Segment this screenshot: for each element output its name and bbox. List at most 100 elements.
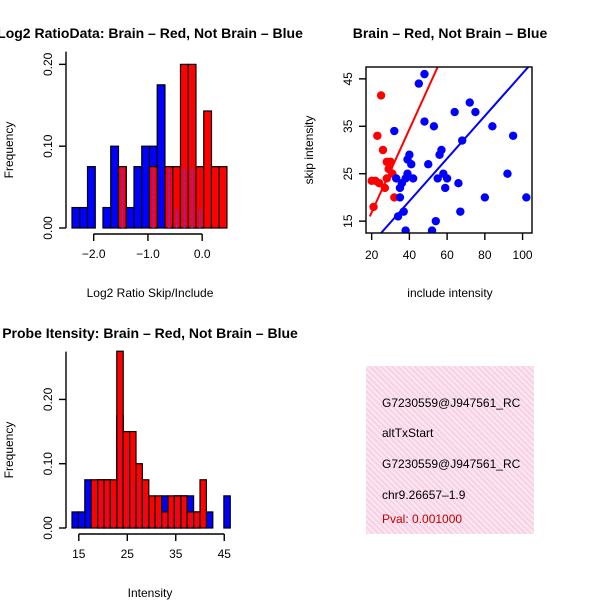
panel-scatter-skip-vs-include: Brain – Red, Not Brain – Blue 20 40 60 80 10…	[302, 25, 547, 300]
event-type: altTxStart	[382, 426, 434, 440]
panel-log2-ratio-histogram: Log2 RatioData: Brain – Red, Not Brain –…	[0, 25, 303, 300]
point-not-brain	[393, 212, 403, 221]
y-tick-label: 0.10	[41, 452, 55, 476]
bar-brain	[203, 110, 213, 229]
point-not-brain	[471, 107, 480, 117]
x-axis-label: Intensity	[128, 586, 173, 600]
point-not-brain	[454, 179, 463, 188]
point-not-brain	[488, 122, 497, 131]
chart-title: Log2 RatioData: Brain – Red, Not Brain –…	[0, 25, 303, 41]
bar-not-brain	[84, 479, 92, 529]
x-tick-label: 100	[513, 248, 533, 262]
bar-not-brain	[79, 206, 89, 229]
bar-overlap	[152, 168, 155, 228]
point-not-brain	[465, 98, 474, 107]
point-not-brain	[390, 126, 399, 136]
x-tick-label: 80	[478, 248, 492, 262]
bar-not-brain	[156, 84, 166, 229]
bar-overlap	[198, 209, 201, 228]
fit-line-not-brain	[380, 67, 529, 233]
x-tick-label: 0.0	[194, 247, 211, 261]
panel-probe-intensity-histogram: Probe Itensity: Brain – Red, Not Brain –…	[2, 325, 298, 600]
bar-overlap	[175, 209, 178, 228]
point-not-brain	[407, 160, 416, 169]
point-not-brain	[522, 193, 531, 202]
point-not-brain	[437, 145, 446, 155]
y-tick-label: 0.20	[41, 52, 55, 76]
bar-not-brain	[141, 145, 151, 229]
y-tick-label: 25	[341, 167, 355, 181]
point-not-brain	[442, 174, 452, 183]
probe-id: G7230559@J947561_RC	[382, 396, 521, 410]
y-tick-label: 15	[341, 214, 355, 228]
probe-id-secondary: G7230559@J947561_RC	[382, 457, 521, 471]
x-tick-label: 20	[365, 248, 379, 262]
p-value: Pval: 0.001000	[382, 512, 463, 526]
bar-not-brain	[102, 206, 112, 229]
bar-overlap	[167, 168, 170, 228]
y-axis-label: Frequency	[2, 122, 16, 179]
bar-brain	[218, 166, 228, 229]
chart-title: Probe Itensity: Brain – Red, Not Brain –…	[2, 325, 298, 341]
point-brain	[375, 179, 384, 188]
point-brain	[378, 145, 388, 155]
bar-brain	[199, 479, 208, 529]
y-tick-label: 0.10	[41, 134, 55, 158]
point-not-brain	[427, 226, 437, 233]
bar-not-brain	[71, 511, 80, 529]
point-not-brain	[401, 226, 410, 233]
point-not-brain	[395, 193, 405, 202]
x-axis-label: include intensity	[407, 286, 492, 300]
bar-not-brain	[110, 145, 120, 229]
point-brain	[373, 131, 382, 140]
x-tick-label: 15	[72, 547, 86, 561]
x-tick-label: 40	[403, 248, 417, 262]
point-not-brain	[450, 107, 459, 117]
bar-not-brain	[223, 495, 231, 529]
y-axis-label: Frequency	[2, 422, 16, 479]
point-not-brain	[503, 169, 512, 178]
bar-not-brain	[86, 166, 96, 229]
y-tick-label: 0.00	[41, 216, 55, 240]
point-not-brain	[429, 122, 439, 131]
point-not-brain	[480, 193, 490, 202]
x-tick-label: 25	[121, 547, 135, 561]
x-tick-label: −1.0	[136, 247, 160, 261]
point-not-brain	[405, 150, 414, 159]
y-tick-label: 0.20	[41, 387, 55, 411]
y-axis-label: skip intensity	[302, 116, 316, 185]
plot-frame	[365, 66, 533, 234]
fit-line-brain	[368, 67, 439, 217]
point-not-brain	[424, 160, 433, 169]
point-not-brain	[431, 216, 440, 226]
bar-brain	[90, 479, 99, 529]
x-tick-label: 45	[218, 547, 232, 561]
bar-not-brain	[77, 511, 86, 529]
point-not-brain	[408, 174, 418, 183]
bar-not-brain	[71, 206, 81, 229]
plot-area	[367, 67, 531, 233]
bar-not-brain	[125, 206, 135, 229]
point-not-brain	[441, 183, 450, 193]
point-not-brain	[508, 131, 518, 140]
bar-overlap	[183, 168, 186, 228]
bar-overlap	[191, 168, 193, 228]
x-tick-label: −2.0	[82, 247, 106, 261]
point-not-brain	[420, 117, 429, 126]
bar-brain	[210, 166, 220, 229]
bar-not-brain	[133, 166, 143, 229]
x-tick-label: 60	[440, 248, 454, 262]
bar-not-brain	[205, 511, 214, 529]
y-tick-label: 0.00	[41, 516, 55, 540]
info-panel: G7230559@J947561_RC altTxStart G7230559@…	[366, 366, 534, 534]
y-tick-label: 45	[341, 72, 355, 86]
point-not-brain	[433, 174, 442, 183]
genomic-location: chr9.26657–1.9	[382, 488, 466, 502]
point-not-brain	[456, 207, 465, 216]
bar-overlap	[121, 168, 124, 228]
x-axis-label: Log2 Ratio Skip/Include	[87, 286, 214, 300]
point-not-brain	[391, 174, 401, 183]
point-not-brain	[414, 79, 424, 88]
point-brain	[376, 91, 386, 100]
